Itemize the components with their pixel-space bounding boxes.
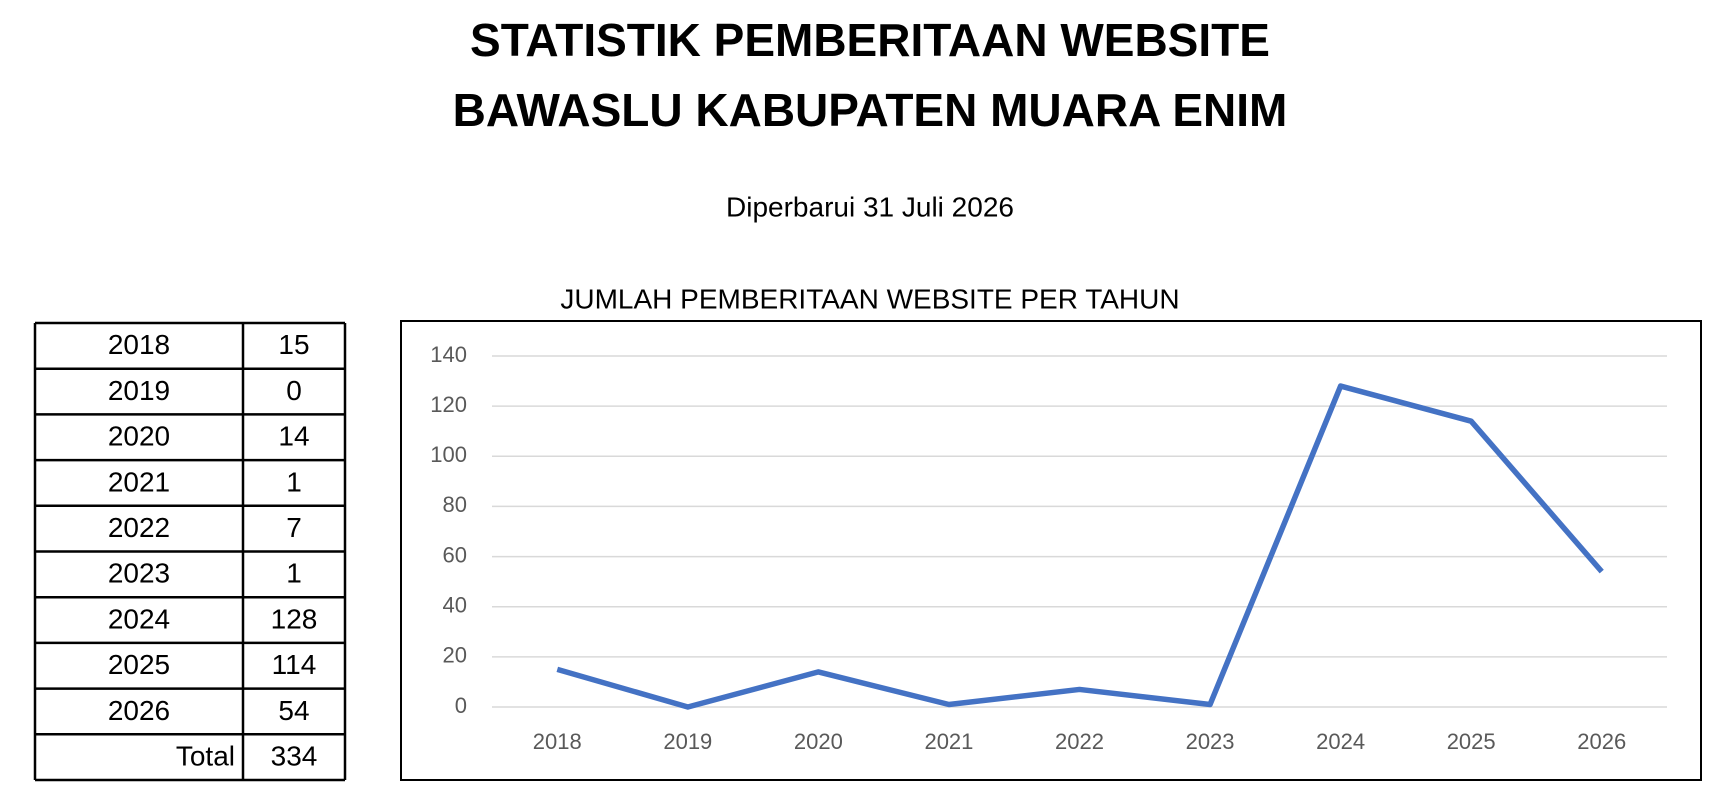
data-line bbox=[556, 383, 1604, 710]
x-tick-label: 2025 bbox=[1447, 729, 1496, 754]
title: STATISTIK PEMBERITAAN WEBSITE bbox=[470, 14, 1270, 66]
y-tick-label: 140 bbox=[430, 342, 467, 367]
y-tick-label: 100 bbox=[430, 442, 467, 467]
chart-title: JUMLAH PEMBERITAAN WEBSITE PER TAHUN bbox=[560, 283, 1179, 314]
y-tick-label: 60 bbox=[443, 542, 467, 567]
table-cell: 14 bbox=[278, 421, 309, 452]
table-cell: 2022 bbox=[108, 512, 170, 543]
y-tick-label: 20 bbox=[443, 643, 467, 668]
table-cell: 334 bbox=[271, 741, 318, 772]
x-tick-label: 2019 bbox=[663, 729, 712, 754]
x-tick-label: 2021 bbox=[924, 729, 973, 754]
table-cell: 1 bbox=[286, 558, 302, 589]
table-cell: 1 bbox=[286, 466, 302, 497]
y-tick-label: 120 bbox=[430, 392, 467, 417]
table-cell: 15 bbox=[278, 329, 309, 360]
table-cell: 2018 bbox=[108, 329, 170, 360]
table-cell: 54 bbox=[278, 695, 309, 726]
table-cell: Total bbox=[176, 741, 235, 772]
chart-frame bbox=[400, 320, 1702, 781]
y-tick-label: 80 bbox=[443, 492, 467, 517]
y-tick-label: 0 bbox=[455, 693, 467, 718]
x-tick-label: 2024 bbox=[1316, 729, 1365, 754]
table-cell: 2023 bbox=[108, 558, 170, 589]
table-cell: 2021 bbox=[108, 466, 170, 497]
table-cell: 2020 bbox=[108, 421, 170, 452]
subtitle: Diperbarui 31 Juli 2026 bbox=[726, 191, 1014, 222]
table-cell: 128 bbox=[271, 603, 318, 634]
x-tick-label: 2020 bbox=[794, 729, 843, 754]
x-tick-label: 2026 bbox=[1577, 729, 1626, 754]
table-cell: 2024 bbox=[108, 603, 170, 634]
x-tick-label: 2022 bbox=[1055, 729, 1104, 754]
table-cell: 0 bbox=[286, 375, 302, 406]
y-tick-label: 40 bbox=[443, 593, 467, 618]
x-tick-label: 2023 bbox=[1186, 729, 1235, 754]
x-tick-label: 2018 bbox=[533, 729, 582, 754]
table-cell: 2019 bbox=[108, 375, 170, 406]
table-cell: 2025 bbox=[108, 649, 170, 680]
title: BAWASLU KABUPATEN MUARA ENIM bbox=[453, 84, 1288, 136]
table-cell: 2026 bbox=[108, 695, 170, 726]
table-cell: 114 bbox=[272, 649, 317, 680]
table-cell: 7 bbox=[286, 512, 302, 543]
